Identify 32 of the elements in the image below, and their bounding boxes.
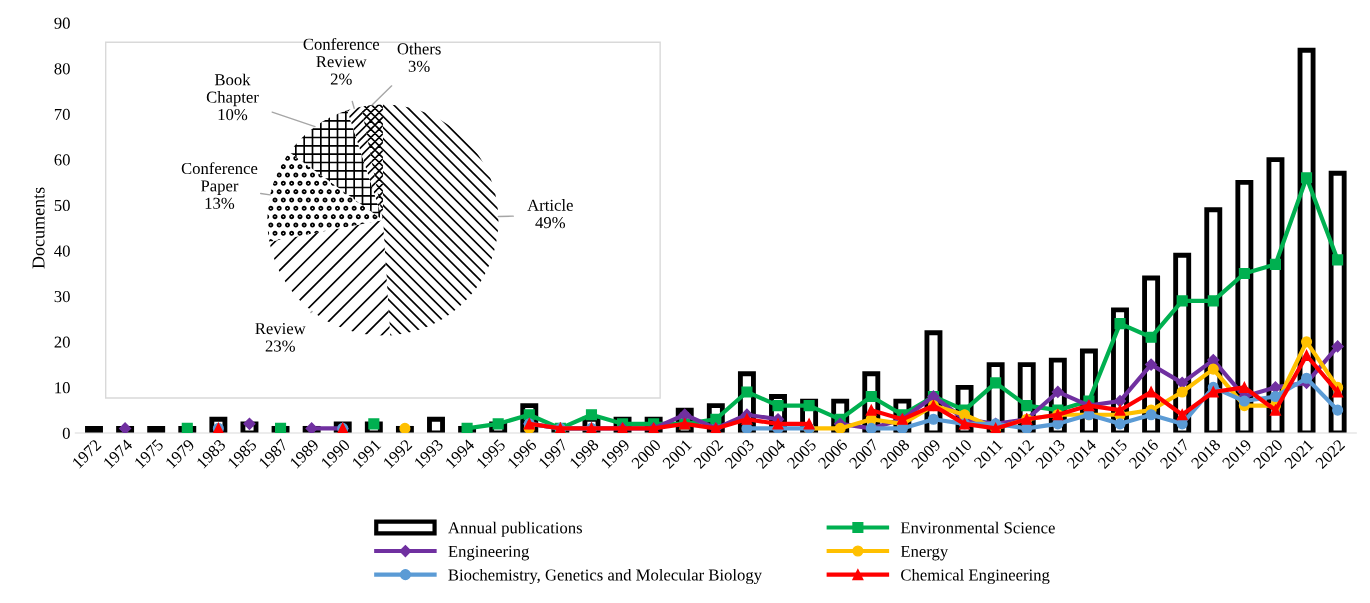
y-tick-label: 0	[62, 427, 70, 439]
legend-label: Annual publications	[448, 521, 582, 537]
slice-label: Conference Paper	[181, 162, 258, 195]
data-label: 23%	[265, 340, 295, 352]
y-tick-label: 50	[54, 199, 70, 212]
slice-label: Book Chapter	[206, 73, 259, 107]
slice-label: Conference Review	[303, 37, 380, 68]
data-label: 10%	[218, 108, 248, 121]
slice-label: Article	[527, 199, 573, 211]
legend-label: Engineering	[448, 545, 530, 561]
legend-label: Biochemistry, Genetics and Molecular Biology	[448, 568, 762, 585]
x-tick-label: 1991	[351, 438, 382, 469]
data-label: 3%	[408, 60, 430, 72]
x-tick-label: 1983	[196, 438, 227, 469]
data-label: 13%	[205, 197, 235, 209]
y-axis-title: Documents	[32, 187, 45, 269]
data-label: 49%	[535, 217, 566, 229]
y-tick-label: 90	[54, 17, 70, 29]
slice-label: Review	[255, 323, 306, 335]
y-tick-label: 40	[54, 245, 70, 257]
x-tick-label: 1979	[165, 438, 196, 469]
y-tick-label: 20	[54, 336, 70, 348]
y-tick-label: 30	[54, 290, 70, 303]
legend-label: Environmental Science	[900, 521, 1055, 534]
legend-label: Energy	[900, 545, 949, 561]
y-tick-label: 60	[54, 154, 70, 166]
data-label: 2%	[330, 73, 352, 85]
y-tick-label: 10	[55, 382, 70, 394]
slice-label: Others	[397, 42, 441, 55]
y-tick-label: 70	[54, 108, 70, 120]
legend-label: Chemical Engineering	[901, 568, 1050, 585]
y-tick-label: 80	[54, 63, 70, 75]
